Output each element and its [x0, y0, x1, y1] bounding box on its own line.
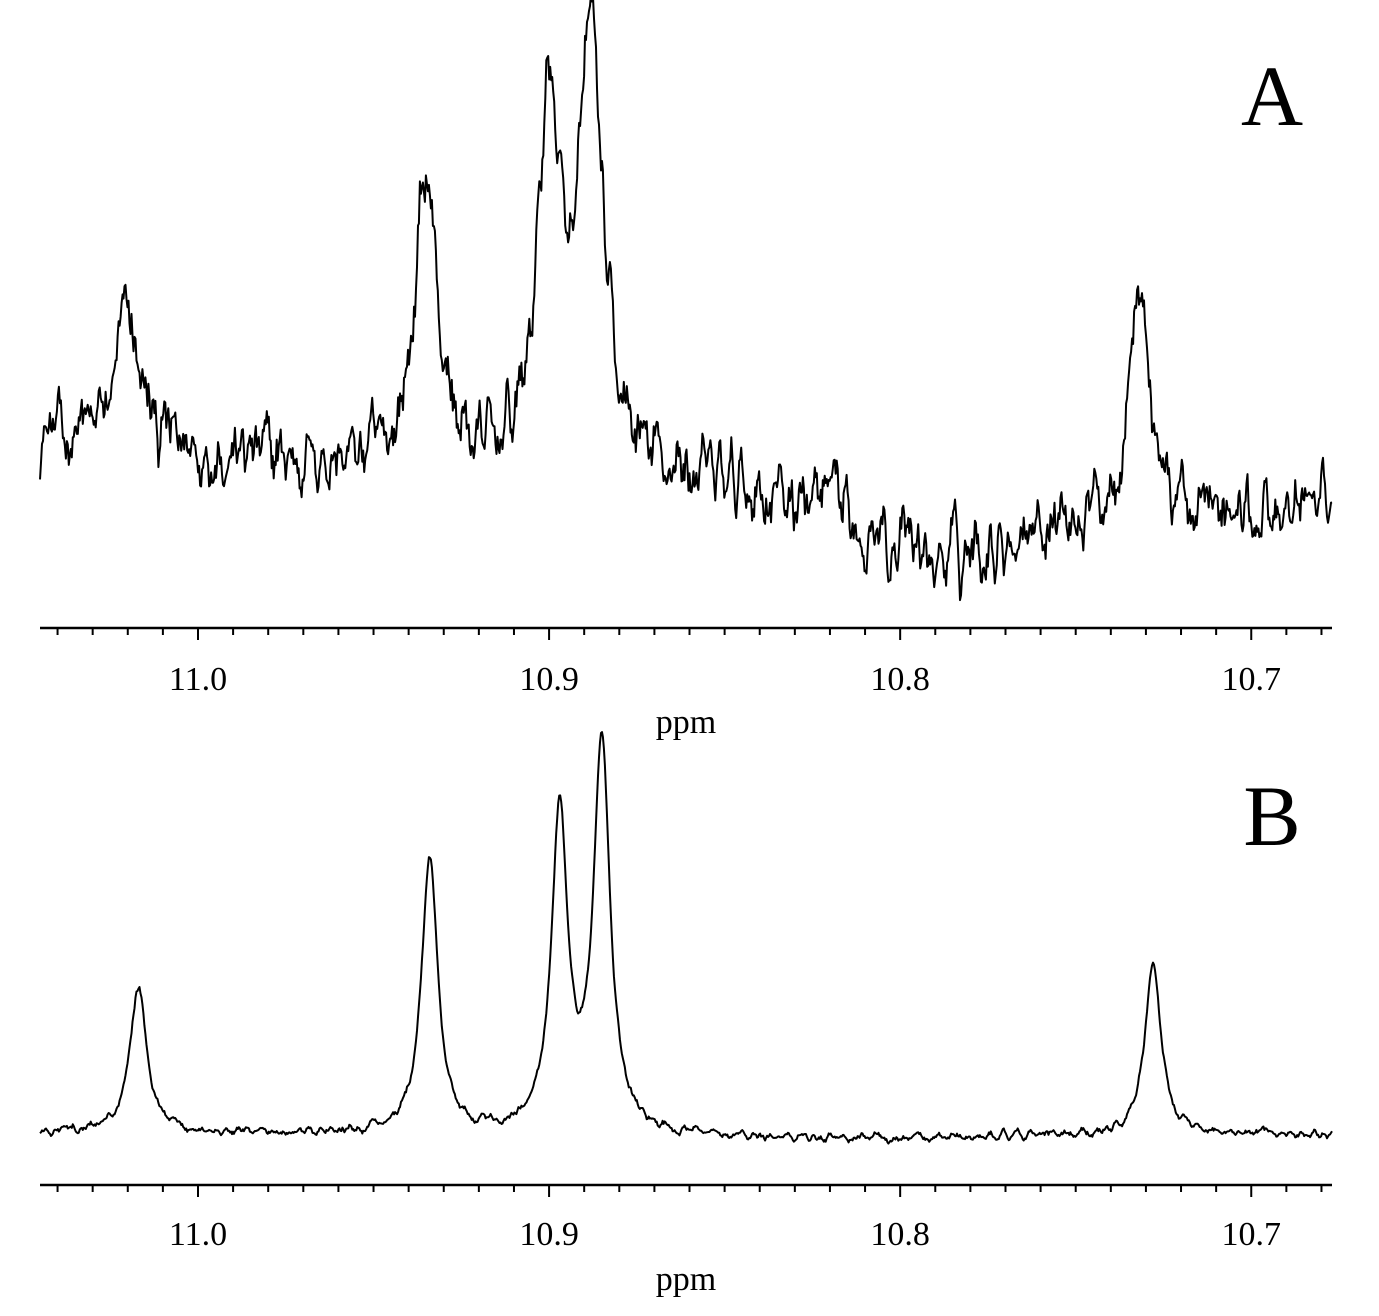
panel-label-a: A — [1241, 48, 1303, 144]
tick-label: 10.7 — [1222, 661, 1282, 698]
spectrum-panel-a: 11.0 10.9 10.8 10.7 ppm A — [39, 0, 1333, 741]
panel-label-b: B — [1243, 768, 1300, 864]
tick-label: 11.0 — [169, 1216, 227, 1253]
spectrum-trace-a — [39, 0, 1333, 602]
x-axis-ticks-b: 11.0 10.9 10.8 10.7 — [56, 1185, 1323, 1253]
tick-label: 10.7 — [1222, 1216, 1282, 1253]
x-axis-title-a: ppm — [656, 704, 716, 741]
tick-label: 11.0 — [169, 661, 227, 698]
tick-label: 10.8 — [870, 661, 930, 698]
spectrum-panel-b: 11.0 10.9 10.8 10.7 ppm B — [39, 731, 1333, 1298]
x-axis-title-b: ppm — [656, 1261, 716, 1298]
tick-label: 10.9 — [519, 661, 579, 698]
spectrum-trace-b — [39, 731, 1333, 1145]
tick-label: 10.8 — [870, 1216, 930, 1253]
x-axis-ticks-a: 11.0 10.9 10.8 10.7 — [56, 628, 1323, 698]
tick-label: 10.9 — [519, 1216, 579, 1253]
